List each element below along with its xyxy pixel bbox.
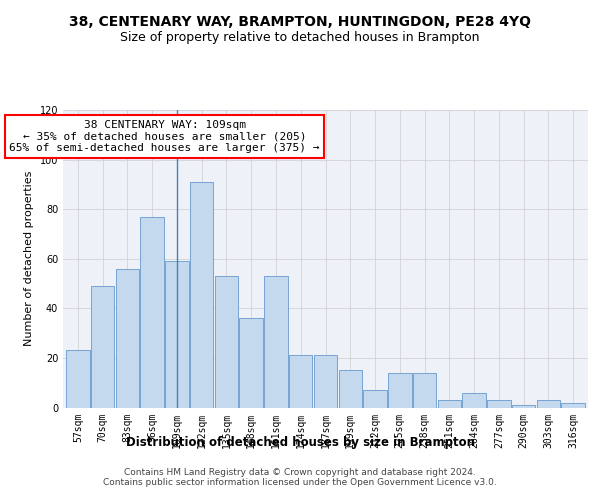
Bar <box>239 318 263 408</box>
Bar <box>512 405 535 407</box>
Bar <box>437 400 461 407</box>
Bar <box>463 392 486 407</box>
Text: 38 CENTENARY WAY: 109sqm
← 35% of detached houses are smaller (205)
65% of semi-: 38 CENTENARY WAY: 109sqm ← 35% of detach… <box>9 120 320 153</box>
Bar <box>289 356 313 408</box>
Bar <box>388 373 412 408</box>
Text: Size of property relative to detached houses in Brampton: Size of property relative to detached ho… <box>120 31 480 44</box>
Bar <box>116 268 139 407</box>
Bar <box>140 216 164 408</box>
Bar <box>190 182 214 408</box>
Text: Contains HM Land Registry data © Crown copyright and database right 2024.
Contai: Contains HM Land Registry data © Crown c… <box>103 468 497 487</box>
Text: Distribution of detached houses by size in Brampton: Distribution of detached houses by size … <box>125 436 475 449</box>
Bar <box>215 276 238 407</box>
Bar <box>536 400 560 407</box>
Y-axis label: Number of detached properties: Number of detached properties <box>24 171 34 346</box>
Bar <box>487 400 511 407</box>
Bar <box>562 402 585 407</box>
Bar <box>413 373 436 408</box>
Bar <box>264 276 288 407</box>
Bar <box>314 356 337 408</box>
Bar <box>66 350 89 408</box>
Bar <box>363 390 387 407</box>
Bar <box>91 286 115 408</box>
Text: 38, CENTENARY WAY, BRAMPTON, HUNTINGDON, PE28 4YQ: 38, CENTENARY WAY, BRAMPTON, HUNTINGDON,… <box>69 16 531 30</box>
Bar <box>338 370 362 408</box>
Bar <box>165 261 188 408</box>
